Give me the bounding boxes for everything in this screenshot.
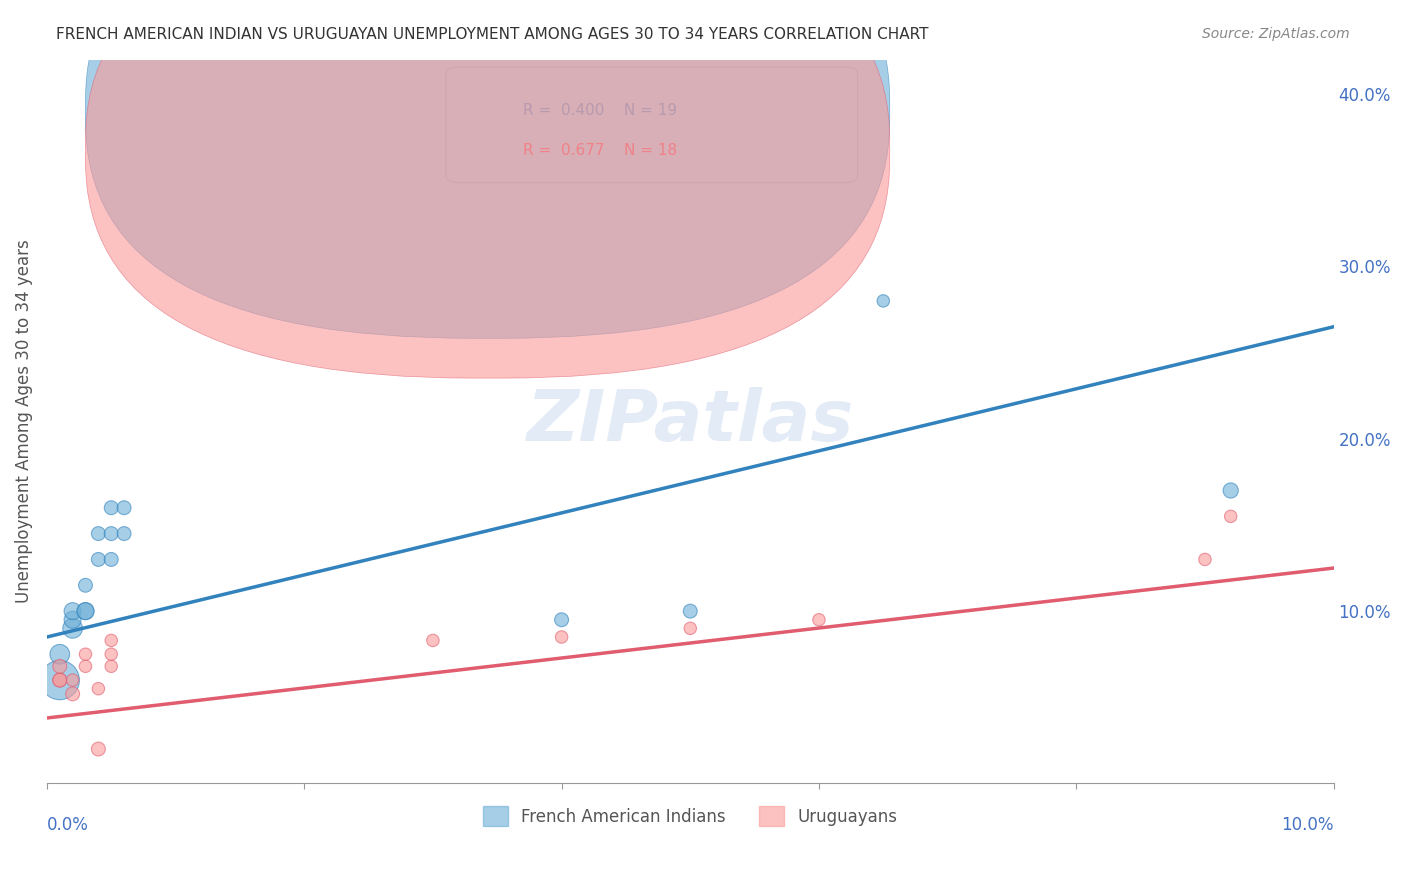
Text: ZIPatlas: ZIPatlas [527,387,853,456]
Point [100,633,122,648]
Point [679,621,702,635]
Point [872,293,894,308]
Point [62,613,84,627]
Text: FRENCH AMERICAN INDIAN VS URUGUAYAN UNEMPLOYMENT AMONG AGES 30 TO 34 YEARS CORRE: FRENCH AMERICAN INDIAN VS URUGUAYAN UNEM… [56,27,929,42]
Point [49,673,72,687]
Point [62,687,84,701]
Point [49,647,72,661]
Y-axis label: Unemployment Among Ages 30 to 34 years: Unemployment Among Ages 30 to 34 years [15,240,32,603]
Text: 10.0%: 10.0% [1281,816,1334,834]
Point [100,647,122,661]
Text: 0.0%: 0.0% [46,816,89,834]
Point [807,613,830,627]
Point [62,621,84,635]
Point [112,526,135,541]
Text: R =  0.677    N = 18: R = 0.677 N = 18 [523,143,678,158]
Text: R =  0.400    N = 19: R = 0.400 N = 19 [523,103,678,118]
Point [75,647,97,661]
Point [422,633,444,648]
Point [679,604,702,618]
Point [62,673,84,687]
Point [100,500,122,515]
Text: Source: ZipAtlas.com: Source: ZipAtlas.com [1202,27,1350,41]
Point [87,742,110,756]
FancyBboxPatch shape [86,0,890,338]
Point [75,604,97,618]
Point [1219,483,1241,498]
Point [49,673,72,687]
Point [87,681,110,696]
Point [550,613,572,627]
Point [62,604,84,618]
Legend: French American Indians, Uruguayans: French American Indians, Uruguayans [477,799,904,833]
Point [87,552,110,566]
Point [1219,509,1241,524]
Point [550,630,572,644]
Point [49,673,72,687]
Point [49,659,72,673]
FancyBboxPatch shape [86,0,890,378]
Point [75,659,97,673]
Point [75,604,97,618]
Point [100,552,122,566]
Point [100,659,122,673]
Point [87,526,110,541]
Point [100,526,122,541]
Point [112,500,135,515]
Point [1194,552,1216,566]
FancyBboxPatch shape [446,67,858,183]
Point [75,578,97,592]
